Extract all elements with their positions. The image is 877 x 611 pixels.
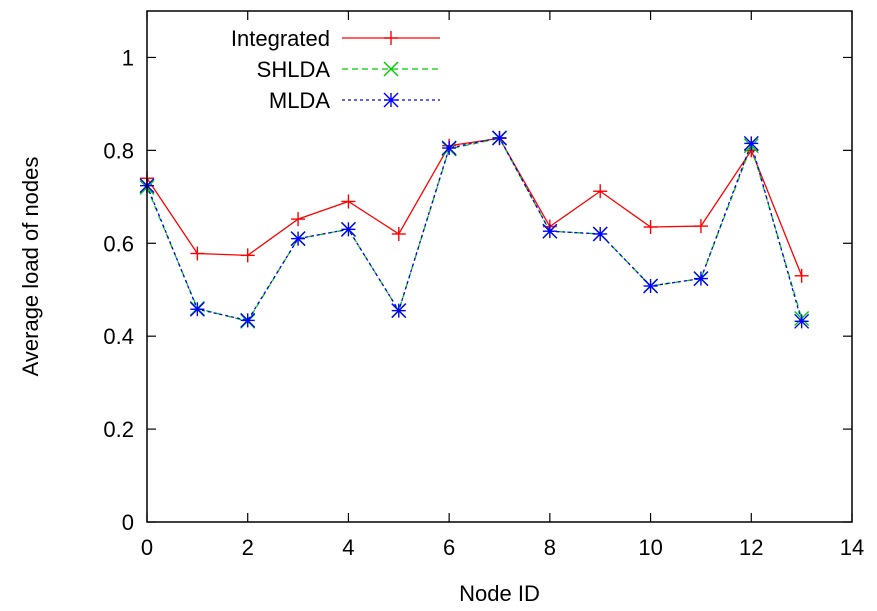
series-line-shlda (146, 137, 803, 323)
series-line-mlda (146, 137, 803, 322)
data-point-mlda (290, 231, 306, 247)
data-point-mlda (643, 278, 659, 294)
x-tick-label: 10 (638, 535, 662, 560)
y-axis-label: Average load of nodes (18, 157, 43, 377)
x-tick-label: 8 (544, 535, 556, 560)
data-point-mlda (391, 303, 407, 319)
data-point-integrated (240, 248, 255, 263)
axis-tick-labels: 0 2 4 6 8 10 12 14 0 0.2 0.4 0.6 0.8 1 (103, 45, 864, 560)
data-point-mlda (189, 301, 205, 317)
legend-marker (384, 31, 398, 45)
legend-label: SHLDA (257, 57, 331, 82)
data-point-integrated (794, 268, 809, 283)
series-lines (146, 137, 803, 323)
data-point-mlda (492, 130, 507, 146)
series-line-integrated (146, 137, 803, 277)
x-tick-label: 4 (342, 535, 354, 560)
legend: Integrated SHLDA MLDA (231, 26, 440, 113)
x-tick-label: 14 (840, 535, 864, 560)
data-point-mlda (794, 313, 810, 329)
data-point-mlda (693, 271, 709, 287)
y-tick-label: 1 (122, 45, 134, 70)
data-point-integrated (593, 184, 608, 199)
series-markers (139, 130, 810, 329)
x-tick-label: 0 (141, 535, 153, 560)
data-point-integrated (643, 220, 658, 235)
data-point-integrated (391, 226, 406, 241)
legend-item-mlda: MLDA (269, 88, 440, 113)
legend-marker (383, 92, 399, 108)
data-point-integrated (190, 246, 205, 261)
y-tick-label: 0.8 (103, 138, 134, 163)
data-point-mlda (743, 135, 759, 151)
data-point-mlda (542, 223, 558, 239)
legend-item-shlda: SHLDA (257, 57, 440, 82)
data-point-integrated (693, 219, 708, 234)
legend-marker (383, 61, 399, 77)
x-tick-label: 12 (739, 535, 763, 560)
y-tick-label: 0.4 (103, 324, 134, 349)
y-tick-label: 0.6 (103, 231, 134, 256)
y-tick-label: 0.2 (103, 417, 134, 442)
x-tick-label: 2 (242, 535, 254, 560)
y-tick-label: 0 (122, 510, 134, 535)
legend-label: Integrated (231, 26, 330, 51)
data-point-integrated (291, 212, 306, 227)
data-point-mlda (340, 221, 356, 237)
legend-label: MLDA (269, 88, 330, 113)
x-axis-label: Node ID (459, 581, 540, 606)
data-point-mlda (240, 312, 256, 328)
legend-item-integrated: Integrated (231, 26, 440, 51)
data-point-mlda (441, 140, 457, 156)
x-tick-label: 6 (443, 535, 455, 560)
axis-ticks (146, 11, 853, 523)
data-point-integrated (341, 194, 356, 209)
plot-frame (146, 10, 853, 523)
data-point-mlda (592, 226, 608, 242)
